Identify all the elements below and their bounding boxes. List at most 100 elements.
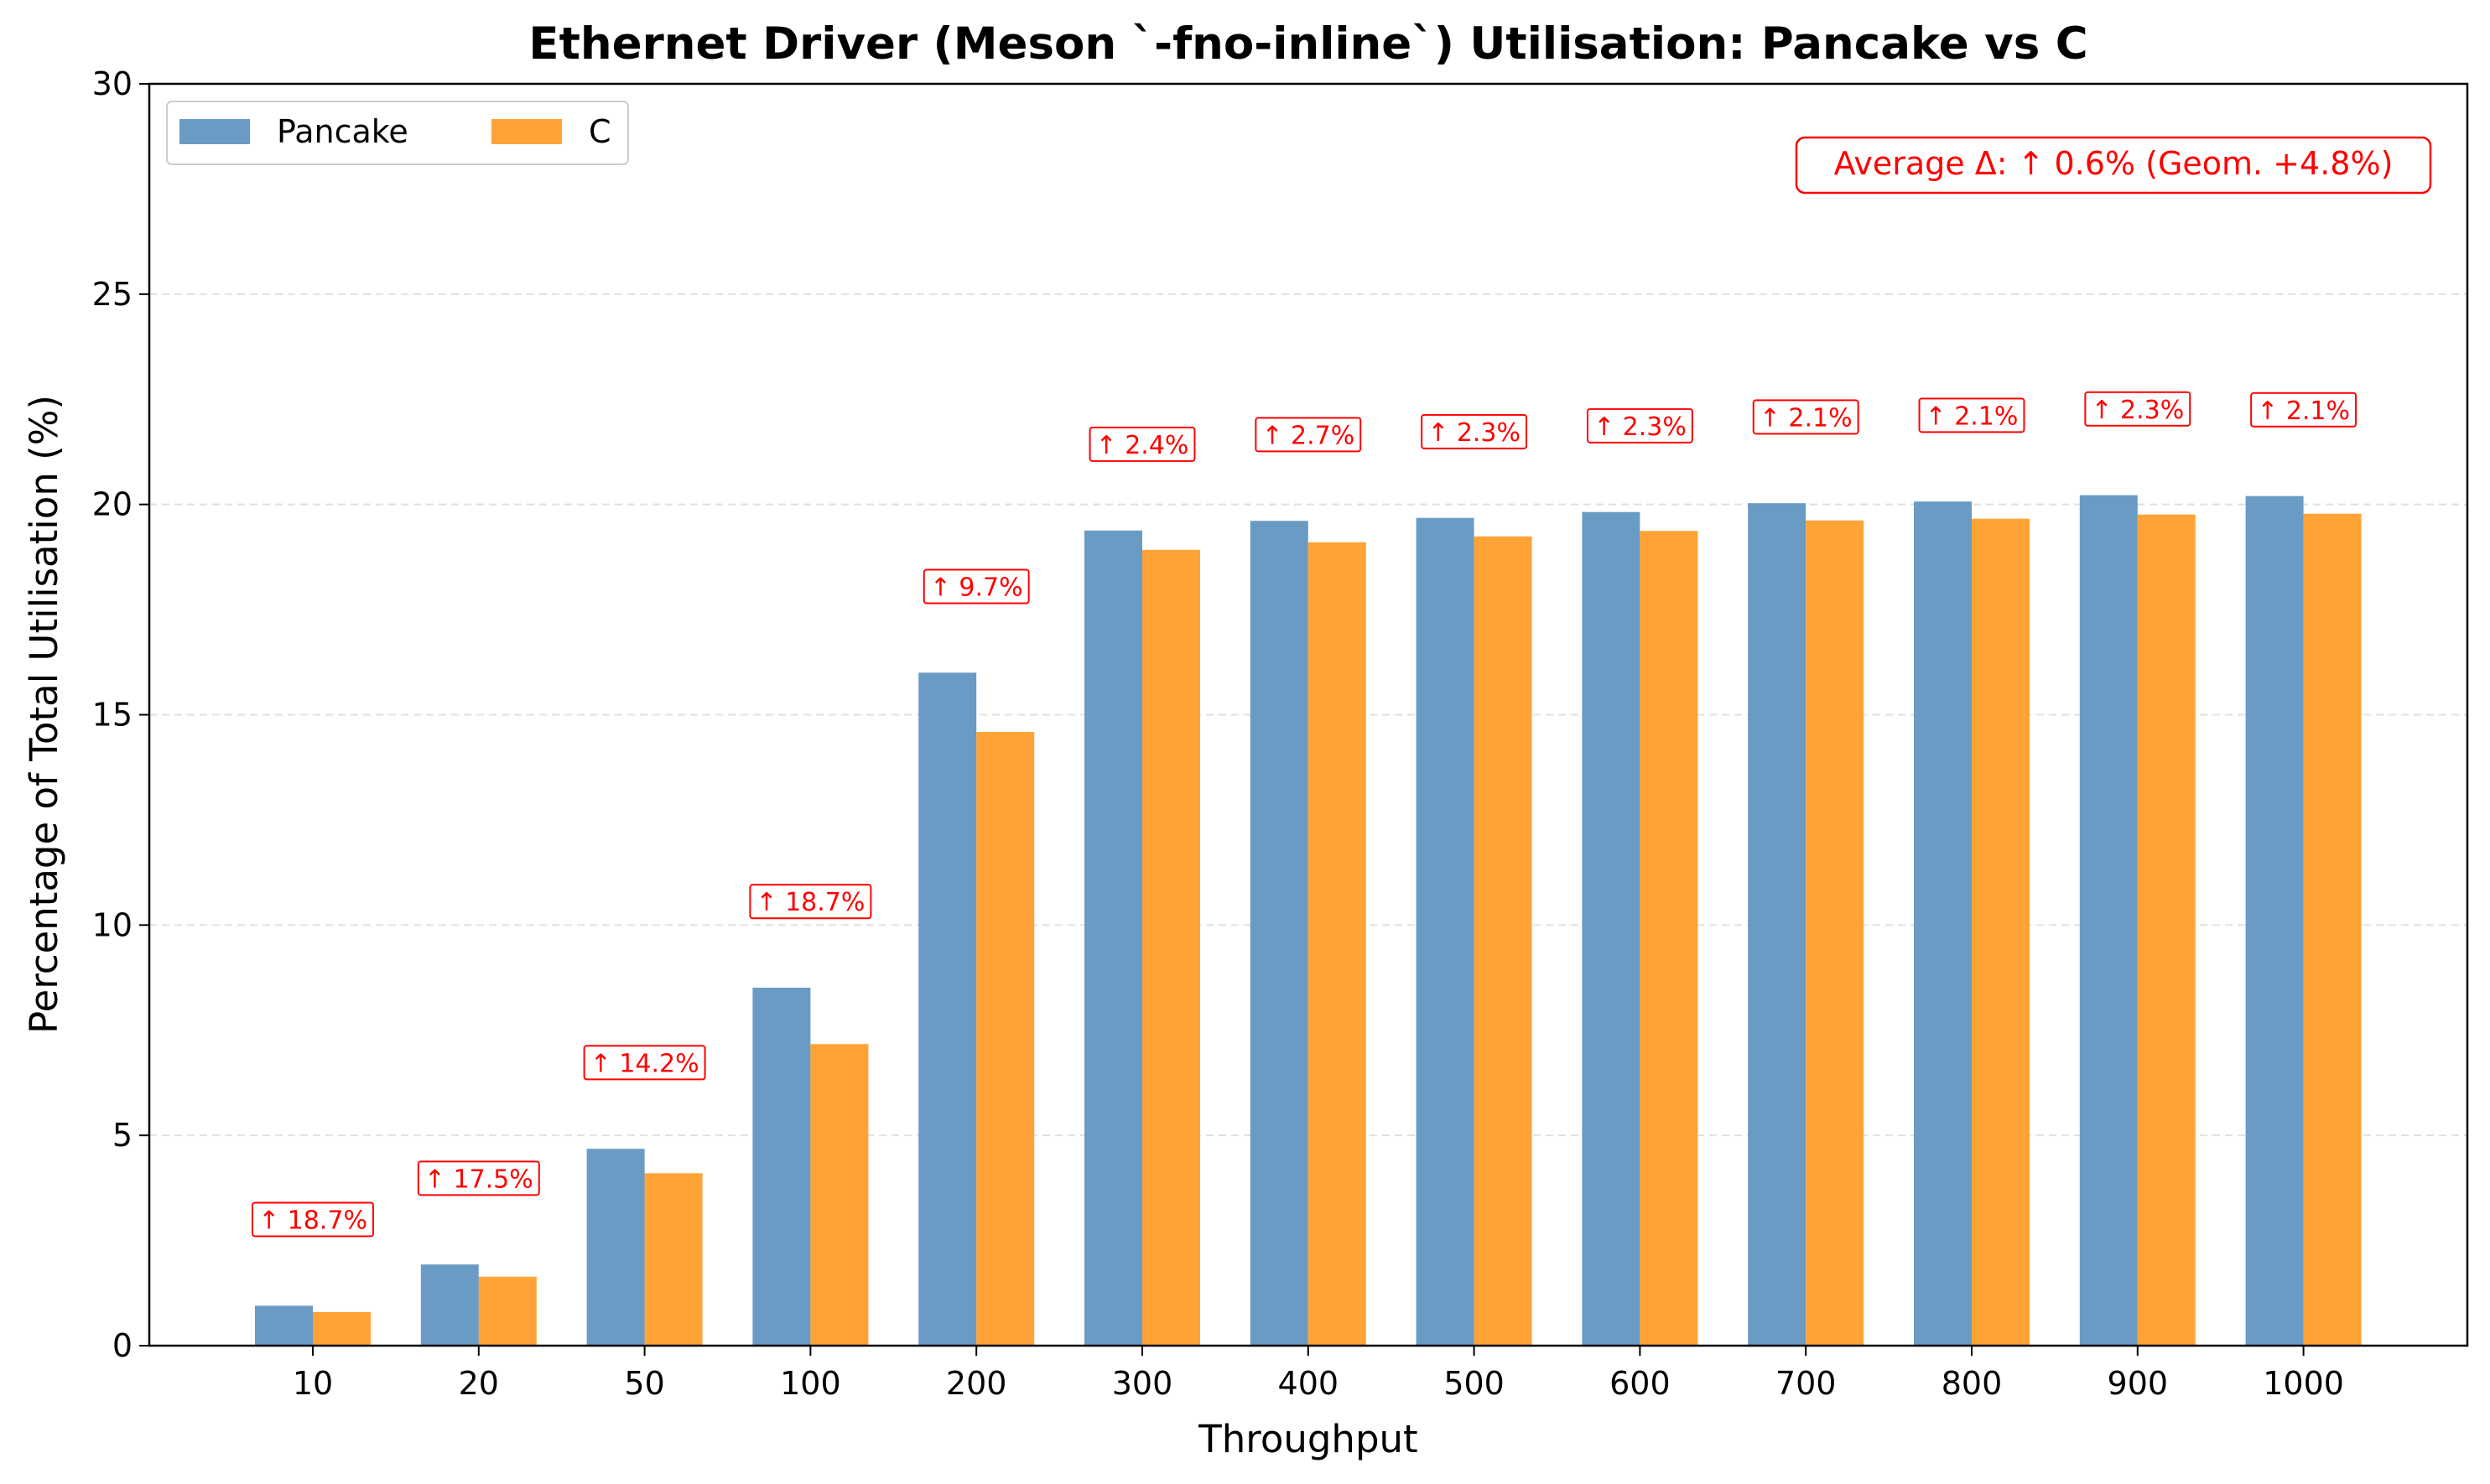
bar-pancake-100 — [752, 988, 811, 1346]
delta-label-text: ↑ 2.1% — [1926, 402, 2019, 431]
bar-c-100 — [810, 1044, 869, 1346]
delta-label-text: ↑ 2.1% — [1760, 403, 1853, 433]
bar-pancake-900 — [2079, 495, 2138, 1346]
delta-label-box — [749, 884, 872, 920]
x-tick-label: 600 — [1609, 1365, 1671, 1402]
x-tick-label: 1000 — [2263, 1365, 2344, 1402]
x-tick-label: 400 — [1278, 1365, 1339, 1402]
bar-c-10 — [313, 1311, 371, 1346]
bar-c-50 — [644, 1173, 703, 1346]
delta-label-box — [1586, 407, 1693, 444]
bar-c-1000 — [2303, 513, 2362, 1346]
delta-label: ↑ 2.7% — [1255, 417, 1362, 453]
chart-title: Ethernet Driver (Meson `-fno-inline`) Ut… — [528, 18, 2087, 70]
delta-label-box — [2084, 391, 2191, 427]
delta-label: ↑ 2.3% — [1421, 413, 1528, 449]
delta-label-box — [1752, 399, 1859, 435]
bar-pancake-10 — [255, 1305, 313, 1346]
y-tick-label: 15 — [92, 697, 133, 734]
delta-label-box — [1421, 413, 1528, 449]
delta-label-text: ↑ 2.3% — [2091, 396, 2184, 425]
y-tick-label: 25 — [92, 276, 133, 313]
bars — [255, 495, 2362, 1346]
legend-swatch-pancake — [179, 119, 250, 144]
delta-label-text: ↑ 2.3% — [1427, 418, 1521, 448]
delta-label-text: ↑ 18.7% — [258, 1206, 367, 1236]
y-tick-label: 0 — [112, 1327, 133, 1364]
delta-label-box — [923, 568, 1030, 604]
x-tick-label: 800 — [1942, 1365, 2003, 1402]
delta-label: ↑ 9.7% — [923, 568, 1030, 604]
bar-pancake-600 — [1582, 511, 1640, 1346]
x-axis-ticks: 10 20 50 100 200 300 400 500 600 700 800 900 1000 — [293, 1346, 2344, 1402]
y-tick-label: 20 — [92, 486, 133, 523]
average-annotation: Average Δ: ↑ 0.6% (Geom. +4.8%) — [1795, 136, 2432, 195]
delta-label: ↑ 14.2% — [583, 1045, 706, 1081]
bar-pancake-400 — [1250, 521, 1308, 1346]
x-tick-label: 100 — [780, 1365, 841, 1402]
legend-label-pancake: Pancake — [277, 113, 408, 150]
legend-swatch-c — [491, 119, 562, 144]
bar-c-200 — [976, 732, 1035, 1346]
delta-label: ↑ 18.7% — [252, 1201, 374, 1238]
y-axis-ticks: 0 5 10 15 20 25 30 — [92, 65, 149, 1364]
y-tick-label: 5 — [112, 1117, 133, 1154]
y-tick-label: 10 — [92, 906, 133, 943]
bar-pancake-500 — [1416, 517, 1474, 1346]
delta-label: ↑ 2.3% — [2084, 391, 2191, 427]
delta-label-box — [1255, 417, 1362, 453]
delta-label-box — [252, 1201, 374, 1238]
bar-pancake-20 — [420, 1264, 479, 1346]
x-tick-label: 20 — [459, 1365, 499, 1402]
delta-label: ↑ 2.1% — [2250, 392, 2357, 428]
bar-pancake-800 — [1914, 501, 1972, 1346]
bar-pancake-300 — [1084, 530, 1142, 1346]
delta-label: ↑ 2.1% — [1918, 397, 2025, 433]
delta-label-box — [417, 1160, 540, 1196]
x-tick-label: 900 — [2108, 1365, 2169, 1402]
delta-label: ↑ 17.5% — [417, 1160, 540, 1196]
delta-label-box — [2250, 392, 2357, 428]
x-tick-label: 10 — [293, 1365, 333, 1402]
bar-pancake-700 — [1748, 503, 1806, 1346]
legend: Pancake C — [166, 101, 629, 165]
bar-c-600 — [1640, 531, 1698, 1346]
delta-label: ↑ 2.3% — [1586, 407, 1693, 444]
legend-label-c: C — [589, 113, 611, 150]
x-tick-label: 200 — [946, 1365, 1007, 1402]
delta-label: ↑ 2.4% — [1089, 426, 1196, 462]
delta-label-box — [1918, 397, 2025, 433]
x-tick-label: 500 — [1443, 1365, 1505, 1402]
bar-c-300 — [1142, 549, 1200, 1346]
delta-label-box — [1089, 426, 1196, 462]
bar-c-900 — [2137, 514, 2196, 1346]
x-axis-title: Throughput — [1198, 1417, 1417, 1461]
x-tick-label: 50 — [624, 1365, 664, 1402]
x-tick-label: 300 — [1112, 1365, 1173, 1402]
delta-label: ↑ 2.1% — [1752, 399, 1859, 435]
delta-label-text: ↑ 2.1% — [2257, 397, 2350, 426]
delta-label-text: ↑ 2.3% — [1593, 413, 1687, 442]
delta-label-text: ↑ 17.5% — [424, 1165, 533, 1194]
bar-c-700 — [1806, 520, 1864, 1346]
average-annotation-text: Average Δ: ↑ 0.6% (Geom. +4.8%) — [1834, 145, 2394, 182]
bar-pancake-50 — [586, 1149, 645, 1346]
bar-pancake-1000 — [2245, 496, 2304, 1346]
delta-label-text: ↑ 9.7% — [930, 573, 1023, 602]
delta-label-text: ↑ 2.7% — [1261, 421, 1354, 450]
delta-label-text: ↑ 14.2% — [590, 1049, 699, 1078]
bar-c-500 — [1474, 536, 1532, 1346]
bar-c-800 — [1972, 518, 2030, 1346]
x-tick-label: 700 — [1775, 1365, 1837, 1402]
y-axis-title: Percentage of Total Utilisation (%) — [22, 395, 66, 1034]
delta-label: ↑ 18.7% — [749, 884, 872, 920]
average-annotation-box — [1795, 136, 2432, 195]
y-tick-label: 30 — [92, 65, 133, 102]
delta-labels: ↑ 18.7% ↑ 17.5% ↑ 14.2% ↑ 18.7% ↑ 9.7% ↑ 2.4%… — [252, 391, 2357, 1238]
bar-pancake-200 — [918, 672, 977, 1346]
bar-c-20 — [478, 1276, 537, 1346]
legend-frame — [166, 101, 629, 165]
delta-label-text: ↑ 2.4% — [1096, 431, 1189, 460]
